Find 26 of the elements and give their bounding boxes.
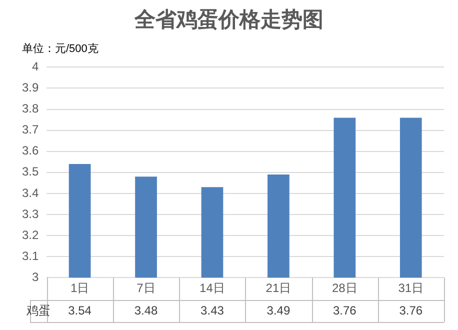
x-tick-label: 28日 — [332, 281, 358, 296]
y-tick-label: 3.7 — [22, 122, 39, 137]
y-tick-label: 3.1 — [22, 248, 39, 263]
x-tick-label: 14日 — [200, 281, 225, 296]
y-tick-label: 3.9 — [22, 80, 39, 95]
data-label: 3.76 — [399, 303, 423, 318]
x-tick-label: 21日 — [266, 281, 292, 296]
data-label: 3.49 — [266, 303, 290, 318]
y-tick-label: 3.8 — [22, 102, 39, 116]
x-tick-label: 7日 — [136, 281, 156, 296]
data-label: 3.76 — [332, 303, 357, 318]
y-tick-label: 3.6 — [22, 144, 39, 158]
y-tick-label: 3.5 — [22, 164, 39, 179]
y-tick-label: 3.2 — [22, 228, 39, 242]
x-tick-label: 31日 — [398, 281, 424, 296]
y-tick-label: 3 — [32, 270, 39, 284]
data-label: 3.54 — [68, 303, 92, 318]
chart-title: 全省鸡蛋价格走势图 — [134, 8, 324, 32]
text: 单位：元/500克 — [22, 42, 98, 56]
y-tick-label: 4 — [32, 60, 39, 74]
data-label: 3.48 — [134, 303, 158, 318]
series-label: 鸡蛋 — [25, 303, 50, 318]
x-tick-label: 1日 — [70, 281, 90, 296]
y-tick-label: 3.4 — [22, 186, 39, 200]
y-tick-label: 3.3 — [22, 206, 39, 221]
data-label: 3.43 — [200, 303, 224, 318]
